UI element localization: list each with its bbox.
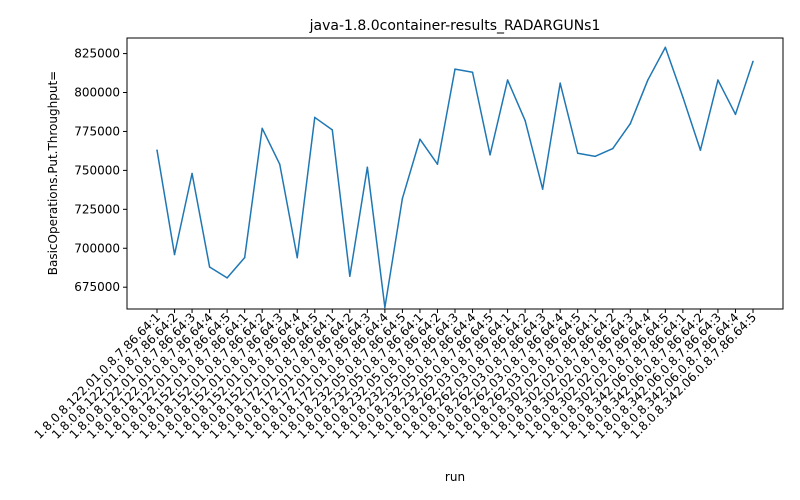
data-point (156, 149, 158, 151)
y-tick-label: 750000 (74, 163, 120, 177)
data-point (226, 277, 228, 279)
data-point (647, 79, 649, 81)
chart-title: java-1.8.0container-results_RADARGUNs1 (309, 18, 601, 34)
x-axis: 1.8.0.8.122.01.0.8.7.86.64:11.8.0.8.122.… (32, 309, 759, 442)
data-point (699, 149, 702, 151)
y-axis: 675000 700000 725000 750000 775000 800000 8250… (74, 47, 127, 294)
data-point (524, 119, 526, 122)
y-tick-label: 700000 (74, 241, 120, 255)
data-point (471, 71, 474, 74)
data-point (349, 275, 351, 278)
data-point (664, 46, 667, 49)
data-point (454, 68, 456, 70)
data-point (734, 113, 737, 116)
y-tick-label: 725000 (74, 202, 120, 216)
y-tick-label: 775000 (74, 124, 120, 138)
data-point (594, 155, 596, 158)
data-point (436, 163, 439, 165)
data-point (296, 256, 298, 259)
data-point (419, 138, 421, 140)
data-point (576, 152, 579, 155)
data-point (682, 96, 684, 98)
data-point (243, 256, 246, 259)
data-point (261, 127, 263, 130)
y-tick-label: 675000 (74, 280, 120, 294)
data-point (366, 166, 369, 169)
y-tick-label: 825000 (74, 47, 120, 61)
data-point (717, 79, 719, 81)
data-point (489, 154, 491, 156)
data-point (191, 172, 193, 175)
x-axis-label: run (445, 470, 465, 484)
data-point (173, 253, 176, 256)
data-point (314, 116, 316, 119)
plot-area (156, 46, 754, 309)
data-point (612, 147, 614, 150)
data-point (384, 306, 386, 309)
data-point (278, 163, 281, 165)
data-point (208, 266, 211, 268)
data-point (401, 197, 404, 200)
data-point (629, 122, 632, 125)
data-point (506, 79, 509, 81)
data-point (559, 82, 561, 84)
data-point (752, 60, 754, 63)
y-tick-label: 800000 (74, 86, 120, 100)
data-point (331, 129, 334, 131)
y-axis-label: BasicOperations.Put.Throughput= (46, 71, 60, 275)
data-point (541, 188, 544, 190)
